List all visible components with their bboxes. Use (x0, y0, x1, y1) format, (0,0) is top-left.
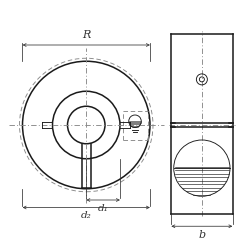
Text: d₁: d₁ (98, 204, 108, 213)
Text: d₂: d₂ (81, 212, 92, 220)
Text: R: R (82, 30, 90, 40)
Text: b: b (198, 230, 205, 240)
